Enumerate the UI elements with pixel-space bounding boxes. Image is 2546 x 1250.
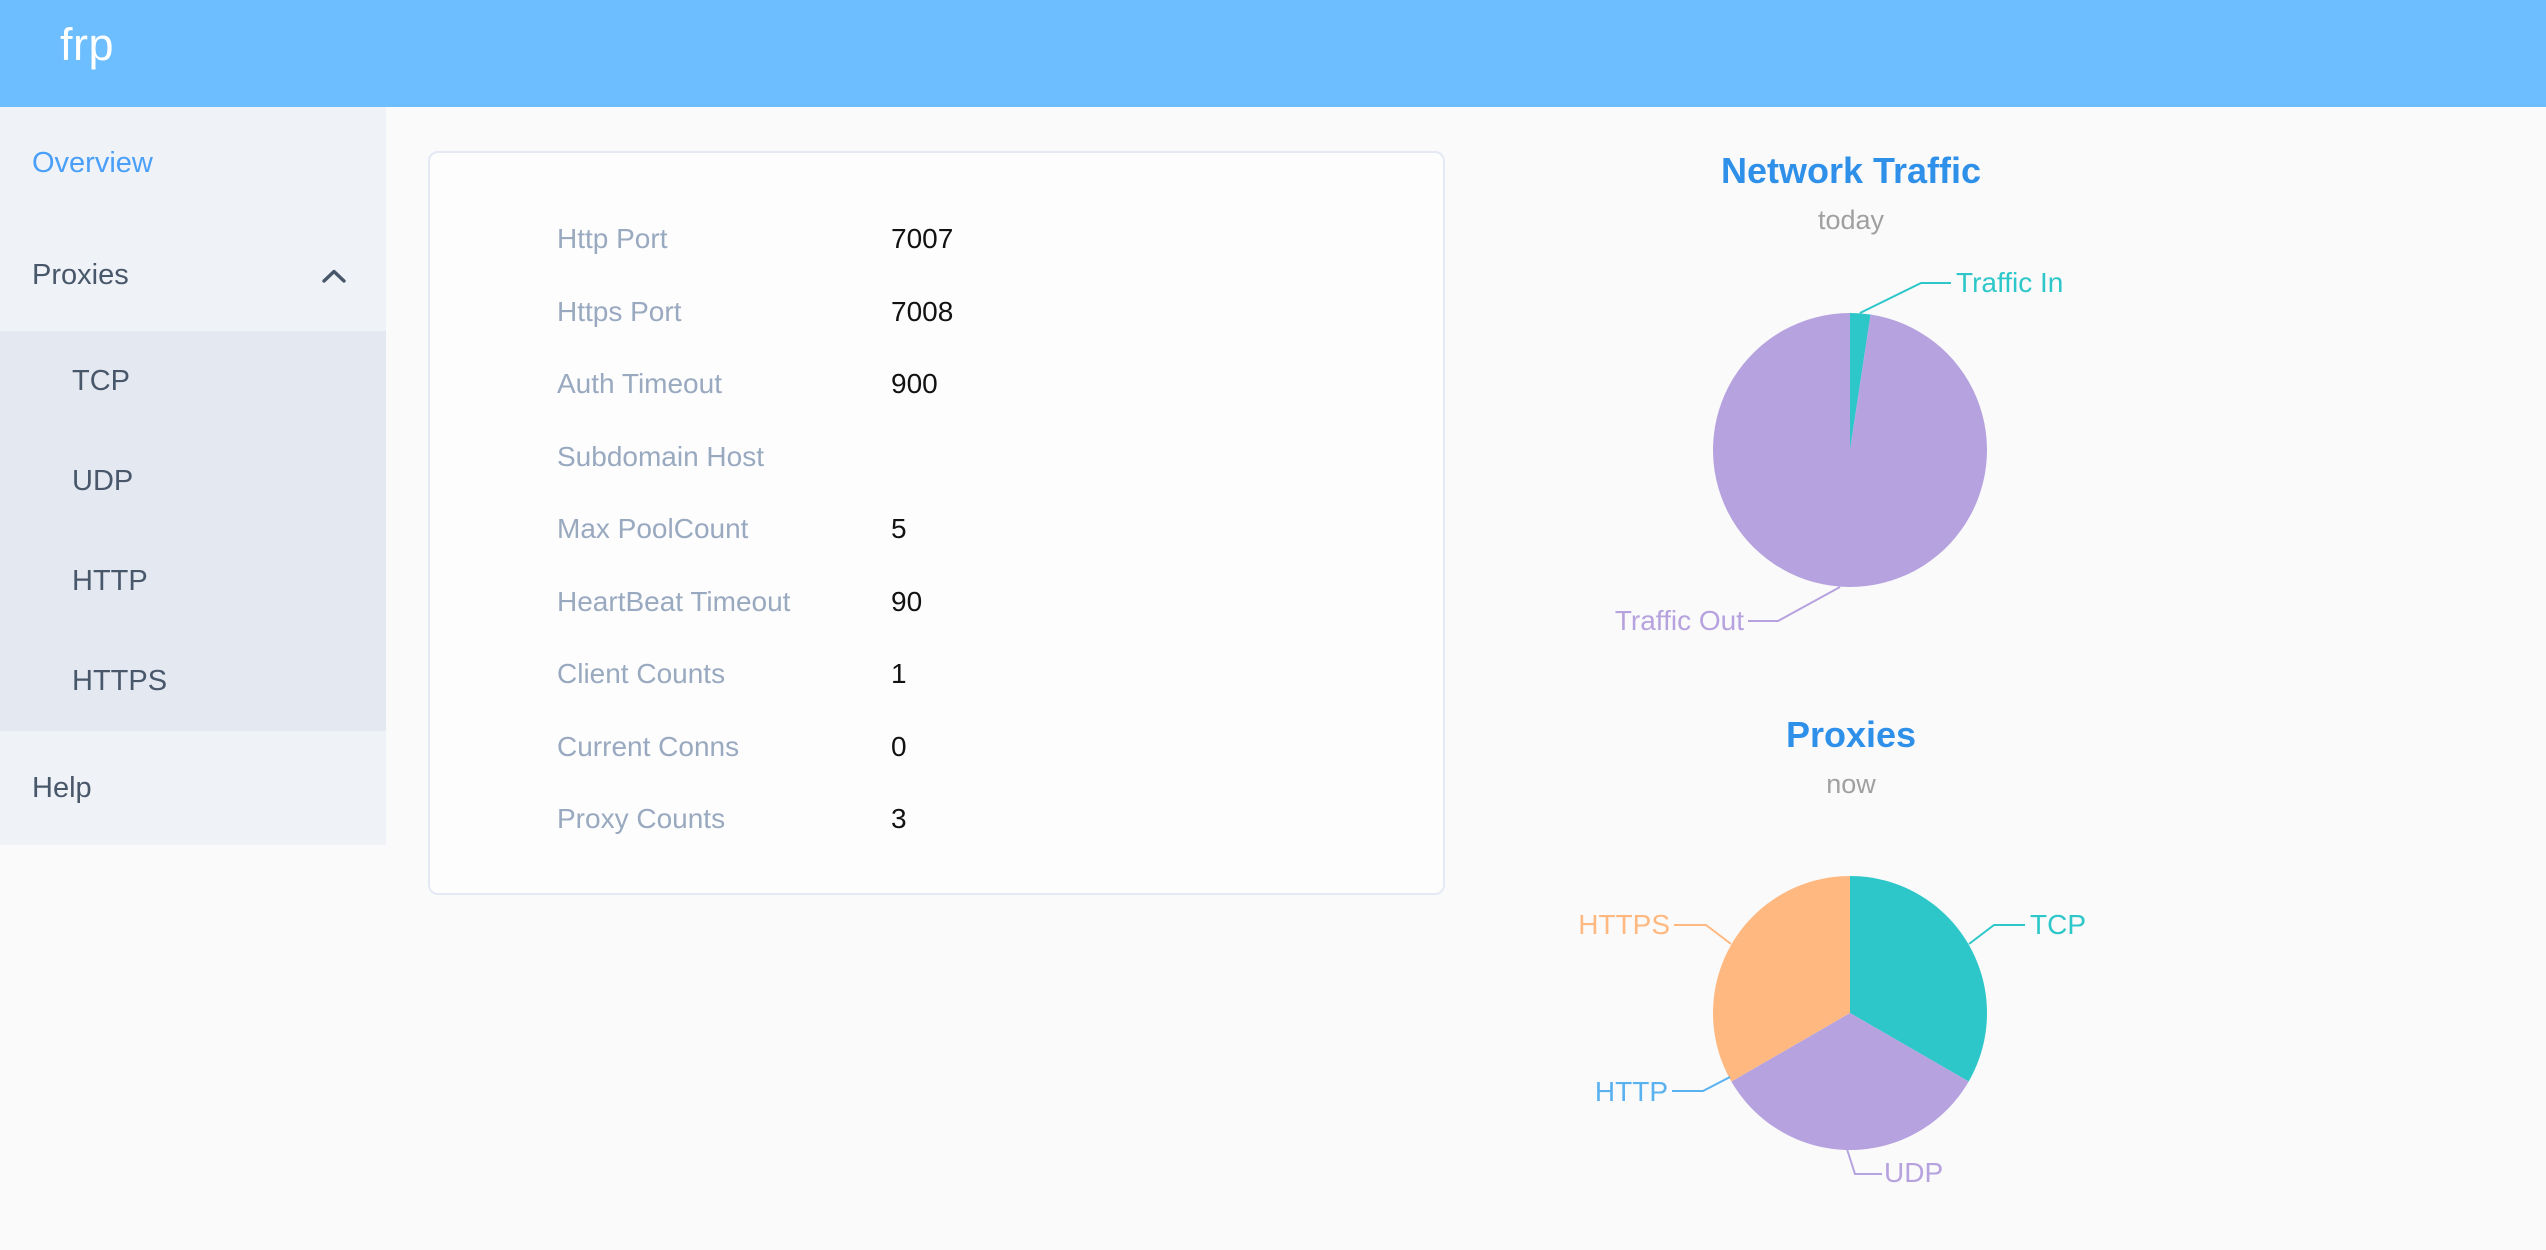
sidebar-item-http-label: HTTP bbox=[72, 565, 148, 597]
config-row-client-counts: Client Counts 1 bbox=[430, 638, 1443, 711]
proxies-chart-title: Proxies bbox=[1785, 714, 1917, 755]
sidebar-proxies-submenu: TCP UDP HTTP HTTPS bbox=[0, 331, 386, 731]
network-traffic-pie-slices[interactable] bbox=[1713, 313, 1987, 587]
config-value: 90 bbox=[891, 585, 923, 617]
config-row-current-conns: Current Conns 0 bbox=[430, 711, 1443, 784]
sidebar-item-help[interactable]: Help bbox=[0, 731, 386, 845]
config-label: Client Counts bbox=[557, 658, 726, 690]
sidebar-item-overview-label: Overview bbox=[32, 147, 153, 179]
config-label: Https Port bbox=[557, 295, 682, 327]
config-value: 7008 bbox=[891, 295, 954, 327]
sidebar-item-https-label: HTTPS bbox=[72, 665, 168, 697]
pie-slice-tcp[interactable] bbox=[1850, 876, 1987, 1082]
sidebar-item-tcp-label: TCP bbox=[72, 365, 130, 397]
sidebar-item-help-label: Help bbox=[32, 772, 92, 804]
pie-slice-udp[interactable] bbox=[1731, 1013, 1969, 1150]
config-label: Current Conns bbox=[557, 730, 740, 762]
sidebar-item-overview[interactable]: Overview bbox=[0, 107, 386, 219]
config-value: 0 bbox=[891, 730, 907, 762]
config-row-auth-timeout: Auth Timeout 900 bbox=[430, 348, 1443, 421]
sidebar-menu: Overview Proxies TCP UDP HTTP HTTPS Help bbox=[0, 107, 386, 845]
proxies-pie-chart[interactable] bbox=[1560, 810, 2160, 1250]
config-label: Subdomain Host bbox=[557, 440, 765, 472]
config-value: 7007 bbox=[891, 223, 954, 255]
config-value: 5 bbox=[891, 513, 907, 545]
tcp-slice-label: TCP bbox=[2030, 909, 2086, 940]
config-row-max-poolcount: Max PoolCount 5 bbox=[430, 493, 1443, 566]
config-label: Max PoolCount bbox=[557, 513, 749, 545]
config-row-proxy-counts: Proxy Counts 3 bbox=[430, 783, 1443, 856]
sidebar-item-udp-label: UDP bbox=[72, 465, 134, 497]
https-slice-label: HTTPS bbox=[1578, 909, 1670, 940]
config-label: HeartBeat Timeout bbox=[557, 585, 791, 617]
network-traffic-chart-subtitle: today bbox=[1817, 205, 1885, 235]
http-leader-line bbox=[1672, 1076, 1731, 1092]
sidebar-item-http[interactable]: HTTP bbox=[0, 531, 386, 631]
top-header-bar: frp bbox=[0, 0, 2546, 107]
proxies-chart-subtitle: now bbox=[1826, 769, 1876, 799]
pie-slice-traffic-out[interactable] bbox=[1713, 313, 1987, 587]
traffic-out-leader-line bbox=[1748, 586, 1841, 622]
pie-slice-traffic-in[interactable] bbox=[1850, 313, 1871, 450]
config-value: 3 bbox=[891, 803, 907, 835]
config-label: Auth Timeout bbox=[557, 368, 722, 400]
sidebar-item-proxies[interactable]: Proxies bbox=[0, 219, 386, 331]
config-value: 1 bbox=[891, 658, 907, 690]
sidebar-item-udp[interactable]: UDP bbox=[0, 431, 386, 531]
network-traffic-chart-title: Network Traffic bbox=[1720, 150, 1982, 191]
sidebar-item-https[interactable]: HTTPS bbox=[0, 631, 386, 731]
config-row-http-port: Http Port 7007 bbox=[430, 203, 1443, 276]
http-slice-label: HTTP bbox=[1594, 1076, 1668, 1107]
sidebar-item-tcp[interactable]: TCP bbox=[0, 331, 386, 431]
app-logo: frp bbox=[60, 19, 115, 70]
config-label: Proxy Counts bbox=[557, 803, 726, 835]
proxies-pie-slices[interactable] bbox=[1713, 876, 1987, 1150]
traffic-out-label: Traffic Out bbox=[1614, 605, 1744, 636]
config-row-heartbeat-timeout: HeartBeat Timeout 90 bbox=[430, 566, 1443, 639]
sidebar-item-proxies-label: Proxies bbox=[32, 259, 129, 291]
udp-slice-label: UDP bbox=[1884, 1157, 1944, 1188]
server-config-rows: Http Port 7007 Https Port 7008 Auth Time… bbox=[430, 203, 1443, 856]
pie-slice-https[interactable] bbox=[1713, 876, 1850, 1082]
chevron-up-icon bbox=[322, 269, 346, 283]
config-label: Http Port bbox=[557, 223, 668, 255]
tcp-leader-line bbox=[1968, 924, 2025, 945]
server-config-card: Http Port 7007 Https Port 7008 Auth Time… bbox=[428, 151, 1445, 895]
udp-leader-line bbox=[1845, 1145, 1882, 1175]
network-traffic-pie-chart[interactable] bbox=[1560, 250, 2160, 650]
config-value: 900 bbox=[891, 368, 938, 400]
config-row-subdomain-host: Subdomain Host bbox=[430, 421, 1443, 494]
config-row-https-port: Https Port 7008 bbox=[430, 276, 1443, 349]
traffic-in-leader-line bbox=[1859, 282, 1951, 314]
traffic-in-label: Traffic In bbox=[1956, 267, 2064, 298]
https-leader-line bbox=[1674, 924, 1732, 945]
